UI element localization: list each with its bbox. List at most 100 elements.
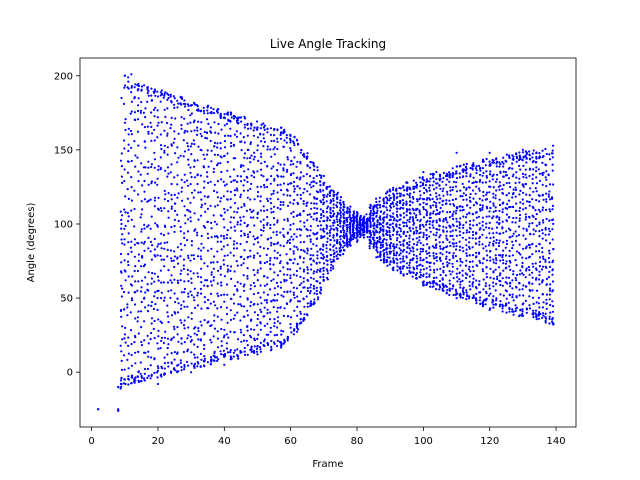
- scatter-point: [309, 286, 312, 289]
- scatter-point: [166, 304, 169, 307]
- scatter-point: [438, 241, 441, 244]
- scatter-point: [214, 205, 217, 208]
- scatter-point: [414, 216, 418, 219]
- scatter-point: [266, 260, 269, 263]
- scatter-point: [172, 141, 175, 144]
- scatter-point: [448, 279, 451, 282]
- scatter-point: [263, 315, 266, 318]
- scatter-point: [375, 197, 378, 200]
- scatter-point: [166, 134, 169, 137]
- scatter-point: [413, 185, 416, 188]
- scatter-point: [136, 289, 139, 292]
- scatter-point: [336, 220, 339, 223]
- scatter-point: [182, 300, 185, 303]
- scatter-point: [455, 248, 458, 251]
- scatter-point: [541, 312, 545, 315]
- scatter-point: [180, 291, 183, 294]
- scatter-point: [458, 240, 461, 243]
- scatter-point: [442, 241, 445, 244]
- scatter-point: [134, 351, 137, 354]
- scatter-point: [461, 274, 464, 277]
- scatter-point: [319, 292, 322, 295]
- scatter-point: [535, 170, 538, 173]
- scatter-point: [123, 208, 126, 211]
- scatter-point: [418, 176, 421, 179]
- scatter-point: [365, 218, 369, 221]
- scatter-point: [511, 254, 514, 257]
- scatter-point: [322, 257, 325, 260]
- scatter-point: [179, 225, 182, 229]
- scatter-point: [485, 197, 488, 201]
- scatter-point: [170, 274, 173, 277]
- scatter-point: [328, 229, 332, 232]
- scatter-point: [386, 253, 389, 256]
- scatter-point: [268, 318, 272, 321]
- scatter-point: [180, 304, 183, 307]
- scatter-point: [333, 212, 336, 215]
- scatter-point: [448, 293, 451, 297]
- scatter-point: [119, 159, 123, 162]
- scatter-point: [306, 268, 309, 271]
- scatter-point: [524, 182, 528, 186]
- scatter-point: [544, 265, 547, 268]
- scatter-point: [551, 280, 555, 283]
- scatter-point: [259, 350, 262, 353]
- scatter-point: [368, 235, 371, 238]
- scatter-point: [518, 193, 521, 196]
- scatter-point: [200, 121, 203, 124]
- scatter-point: [243, 350, 246, 353]
- scatter-point: [223, 226, 226, 229]
- scatter-point: [263, 140, 266, 143]
- scatter-point: [219, 267, 222, 270]
- scatter-point: [133, 243, 136, 246]
- scatter-point: [252, 256, 255, 259]
- scatter-point: [286, 194, 289, 197]
- scatter-point: [259, 245, 262, 249]
- scatter-point: [210, 160, 213, 163]
- scatter-point: [154, 181, 157, 184]
- scatter-point: [186, 208, 189, 211]
- scatter-point: [484, 245, 487, 248]
- scatter-point: [403, 239, 406, 242]
- scatter-point: [193, 119, 196, 122]
- scatter-point: [445, 183, 448, 186]
- scatter-point: [412, 232, 415, 235]
- scatter-point: [299, 241, 302, 244]
- scatter-point: [306, 249, 309, 252]
- scatter-point: [202, 225, 205, 228]
- scatter-point: [273, 146, 276, 149]
- scatter-point: [177, 302, 180, 305]
- scatter-point: [144, 146, 147, 149]
- scatter-point: [210, 324, 213, 327]
- scatter-point: [150, 304, 153, 307]
- scatter-point: [485, 272, 488, 275]
- scatter-point: [412, 253, 415, 256]
- scatter-point: [395, 219, 398, 222]
- scatter-point: [276, 140, 279, 143]
- scatter-point: [160, 336, 164, 339]
- scatter-point: [521, 288, 524, 291]
- scatter-point: [435, 201, 438, 204]
- scatter-point: [226, 243, 229, 247]
- scatter-point: [156, 290, 159, 293]
- scatter-point: [412, 266, 415, 269]
- scatter-point: [129, 329, 133, 332]
- scatter-point: [276, 316, 280, 319]
- scatter-point: [236, 174, 239, 178]
- scatter-point: [290, 212, 293, 215]
- scatter-point: [203, 360, 206, 363]
- scatter-point: [325, 250, 328, 253]
- scatter-point: [259, 200, 262, 203]
- scatter-point: [210, 261, 213, 264]
- scatter-point: [309, 257, 313, 260]
- scatter-point: [448, 210, 452, 214]
- scatter-point: [458, 249, 461, 252]
- scatter-point: [550, 196, 554, 199]
- scatter-point: [240, 351, 243, 354]
- scatter-point: [273, 243, 276, 246]
- scatter-point: [528, 194, 531, 197]
- scatter-point: [166, 166, 170, 169]
- scatter-point: [479, 167, 482, 170]
- scatter-point: [266, 185, 269, 189]
- scatter-point: [495, 238, 498, 242]
